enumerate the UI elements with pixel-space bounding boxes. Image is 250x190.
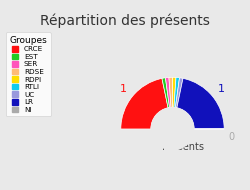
Wedge shape — [162, 78, 170, 108]
Circle shape — [151, 107, 194, 151]
Text: Répartition des présents: Répartition des présents — [40, 13, 210, 28]
Wedge shape — [174, 77, 180, 108]
Wedge shape — [172, 77, 176, 107]
Text: Présents: Présents — [162, 142, 204, 152]
Wedge shape — [166, 77, 171, 108]
Legend: CRCE, EST, SER, RDSE, RDPI, RTLI, UC, LR, NI: CRCE, EST, SER, RDSE, RDPI, RTLI, UC, LR… — [6, 32, 51, 116]
Text: 0: 0 — [229, 132, 235, 142]
Wedge shape — [121, 78, 168, 129]
Wedge shape — [176, 78, 183, 108]
Wedge shape — [177, 78, 224, 129]
Text: 1: 1 — [218, 84, 225, 94]
Text: 1: 1 — [120, 84, 127, 94]
Wedge shape — [169, 77, 172, 107]
